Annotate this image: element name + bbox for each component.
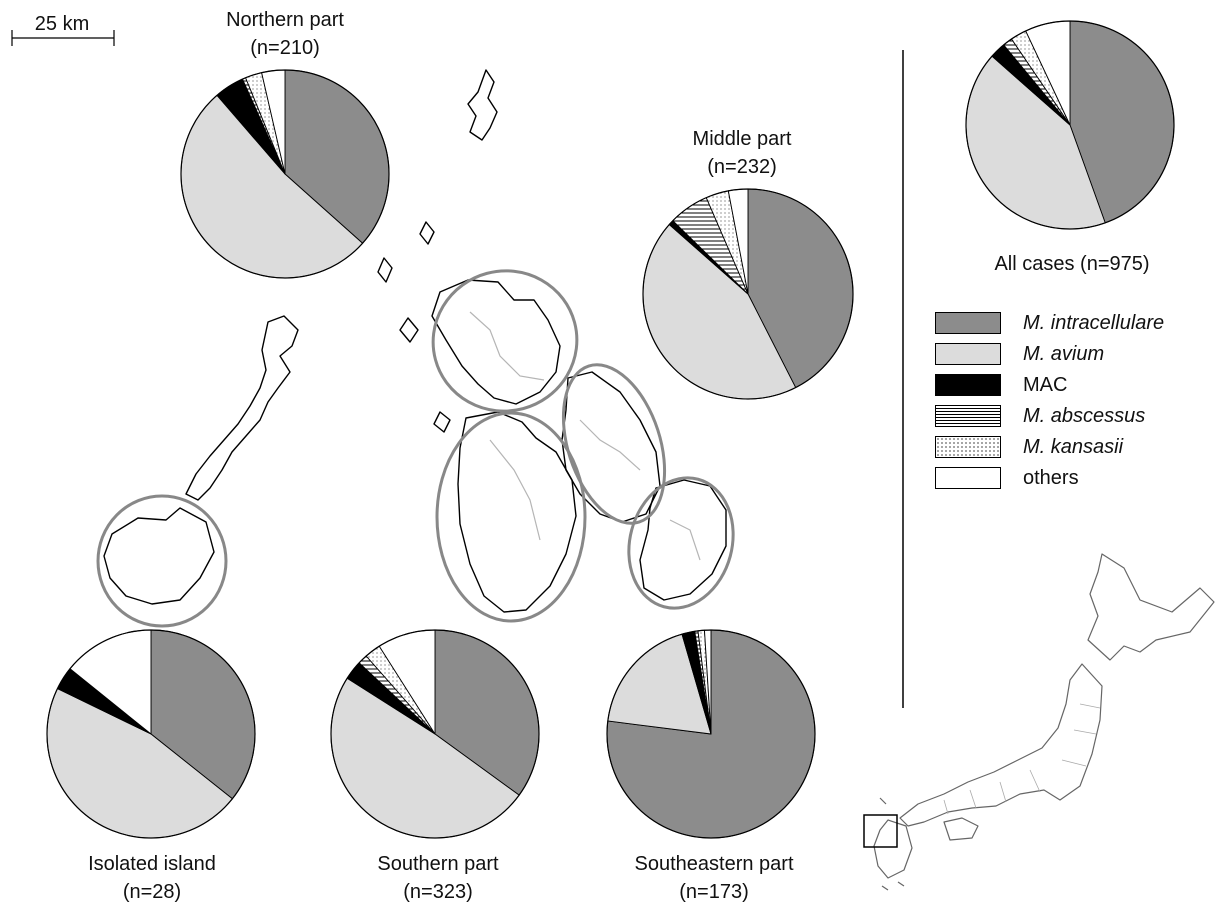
mainland-north [431,279,561,405]
okinawa-islands [879,797,905,891]
ellipse-isolated-island [96,494,228,628]
isolated-island-outline [46,629,256,839]
pie-southern-part [330,629,540,839]
pie-isolated-island [46,629,256,839]
locator-box [863,814,898,848]
legend-label-kansasii: M. kansasii [1023,436,1124,458]
legend-swatch-others [935,467,1001,489]
southeastern-part-outline [606,629,816,839]
legend-swatch-avium [935,343,1001,365]
scale-bar [11,30,115,46]
ellipse-southern [435,411,587,623]
northern-part-count: (n=210) [250,37,320,59]
middle-part-title: Middle part [692,128,792,150]
legend-swatch-kansasii [935,436,1001,458]
southeastern-part-count: (n=173) [679,881,749,903]
small-island-2 [419,221,435,245]
ellipse-middle [561,363,667,525]
pie-northern-part [180,69,390,279]
ellipse-northern [431,269,579,413]
northern-part-outline [180,69,390,279]
isolated-island-title: Isolated island [88,853,216,875]
pie-southeastern-part [606,629,816,839]
kyushu [873,819,913,879]
northern-part-title: Northern part [226,9,344,31]
small-island-3 [399,317,419,343]
legend-label-abscessus: M. abscessus [1023,405,1146,427]
honshu [899,663,1103,827]
isolated-island-land [103,507,215,605]
pie-all-cases [965,20,1175,230]
legend-swatch-abscessus [935,405,1001,427]
mainland-south [457,411,577,613]
small-island-4 [433,411,451,433]
scale-bar-label: 25 km [34,13,90,35]
small-island-1 [377,257,393,283]
hokkaido [1087,553,1215,661]
southern-part-count: (n=323) [403,881,473,903]
southeastern-part-title: Southeastern part [634,853,794,875]
middle-part-count: (n=232) [707,156,777,178]
legend-label-mac: MAC [1023,374,1068,396]
shimabara-peninsula [639,479,727,601]
legend-label-others: others [1023,467,1079,489]
admin-boundaries [469,311,701,561]
southern-part-title: Southern part [377,853,499,875]
legend-label-intracellulare: M. intracellulare [1023,312,1165,334]
legend-swatch-mac [935,374,1001,396]
legend-swatch-intracellulare [935,312,1001,334]
all-cases-outline [965,20,1175,230]
japan-prefecture-lines [943,703,1101,815]
tsushima-island [467,69,498,141]
shikoku [943,817,979,841]
isolated-island-count: (n=28) [122,881,182,903]
all-cases-title: All cases (n=975) [994,253,1150,275]
legend-label-avium: M. avium [1023,343,1105,365]
pie-charts [46,20,1175,839]
middle-part-outline [642,188,854,400]
goto-islands [185,315,299,501]
region-ellipses [96,269,735,628]
ellipse-southeastern [627,476,735,610]
japan-locator-map [873,553,1215,891]
pie-middle-part [642,188,854,400]
southern-part-outline [330,629,540,839]
